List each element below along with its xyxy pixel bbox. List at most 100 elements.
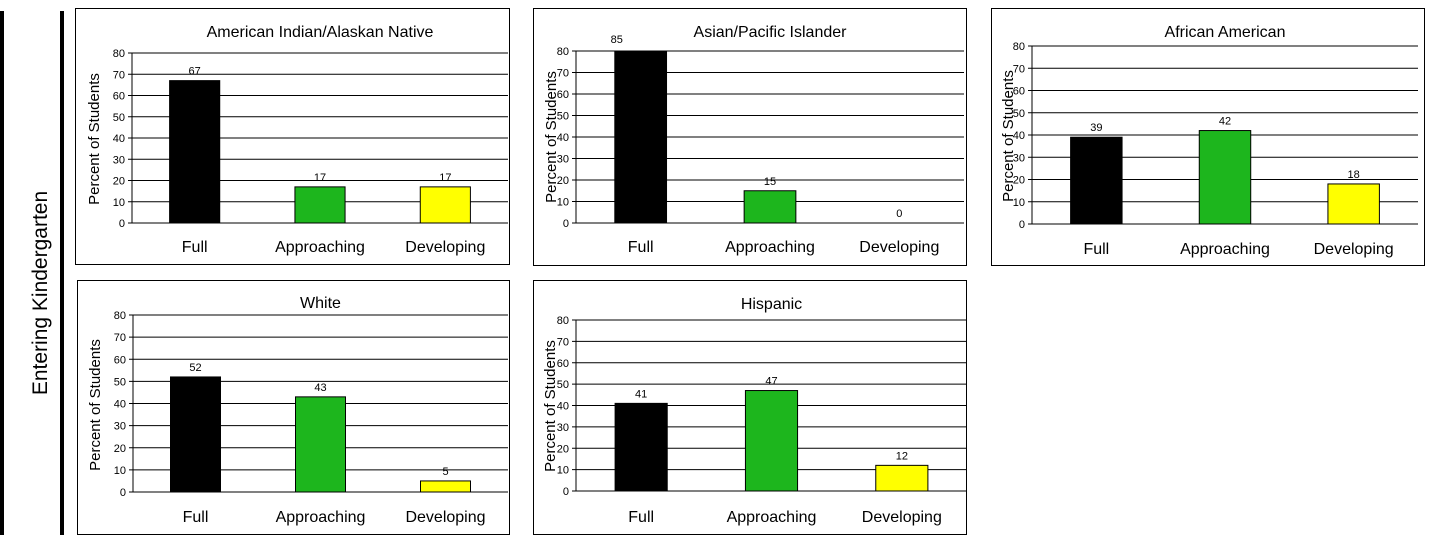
- y-tick-label: 50: [113, 112, 125, 124]
- y-axis-label: Percent of Students: [87, 339, 104, 471]
- y-tick-label: 0: [563, 486, 569, 498]
- category-label: Full: [628, 239, 654, 256]
- category-label: Developing: [1314, 241, 1394, 258]
- bar-chart: Asian/Pacific Islander 0 10 20 30 40 50 60 70 80 P…: [543, 24, 964, 256]
- y-tick-label: 10: [1013, 197, 1025, 209]
- chart-title: American Indian/Alaskan Native: [207, 24, 434, 41]
- y-tick-label: 40: [557, 132, 569, 144]
- category-label: Developing: [405, 239, 485, 256]
- chart-title: Hispanic: [741, 296, 802, 313]
- bar-full: [169, 80, 221, 224]
- y-tick-label: 80: [557, 315, 569, 327]
- category-label: Developing: [862, 509, 942, 526]
- data-label: 5: [442, 466, 448, 478]
- bar-chart: African American 0 10 20 30 40 50 60 70 80 Percent…: [1000, 24, 1418, 258]
- bar-approaching: [744, 390, 799, 492]
- y-tick-label: 60: [557, 358, 569, 370]
- data-label: 0: [896, 208, 902, 220]
- y-tick-label: 40: [113, 133, 125, 145]
- category-label: Full: [183, 509, 209, 526]
- category-label: Full: [628, 509, 654, 526]
- y-tick-label: 40: [114, 399, 126, 411]
- category-label: Developing: [859, 239, 939, 256]
- category-label: Approaching: [725, 239, 815, 256]
- category-label: Full: [1083, 241, 1109, 258]
- y-tick-label: 70: [557, 336, 569, 348]
- y-tick-label: 30: [557, 422, 569, 434]
- y-tick-label: 70: [114, 332, 126, 344]
- bar-full: [170, 376, 221, 493]
- data-label: 15: [764, 176, 776, 188]
- y-tick-label: 30: [114, 421, 126, 433]
- bar-approaching: [294, 186, 346, 224]
- y-tick-label: 30: [1013, 152, 1025, 164]
- chart-panel-african-american: African American 0 10 20 30 40 50 60 70 80 Percent…: [991, 8, 1425, 266]
- y-tick-label: 20: [1013, 175, 1025, 187]
- chart-panel-hispanic: Hispanic 0 10 20 30 40 50 60 70 80 Percent of Stud…: [533, 280, 967, 535]
- side-label: Entering Kindergarten: [29, 190, 52, 396]
- y-tick-label: 0: [119, 218, 125, 230]
- side-label-frame: Entering Kindergarten: [0, 11, 64, 535]
- bar-developing: [420, 480, 471, 493]
- y-tick-label: 30: [557, 154, 569, 166]
- y-tick-label: 30: [113, 154, 125, 166]
- y-tick-label: 0: [563, 218, 569, 230]
- chart-title: White: [300, 295, 341, 312]
- y-tick-label: 80: [114, 310, 126, 322]
- bar-developing: [419, 186, 471, 224]
- chart-title: African American: [1165, 24, 1286, 41]
- y-tick-label: 80: [557, 46, 569, 58]
- y-tick-label: 50: [114, 376, 126, 388]
- chart-panel-white: White 0 10 20 30 40 50 60 70 80 Percent of Student…: [77, 280, 510, 535]
- y-tick-label: 60: [557, 89, 569, 101]
- y-tick-label: 0: [1019, 219, 1025, 231]
- data-label: 41: [635, 388, 647, 400]
- y-tick-label: 70: [1013, 63, 1025, 75]
- y-tick-label: 0: [120, 487, 126, 499]
- y-tick-label: 10: [113, 197, 125, 209]
- bar-full: [1070, 136, 1123, 225]
- y-tick-label: 70: [113, 69, 125, 81]
- bar-approaching: [1198, 130, 1252, 225]
- y-axis-label: Percent of Students: [1000, 70, 1017, 202]
- data-label: 47: [765, 376, 777, 388]
- y-tick-label: 20: [113, 176, 125, 188]
- bar-approaching: [295, 396, 346, 493]
- y-tick-label: 10: [557, 197, 569, 209]
- bar-approaching: [743, 190, 797, 224]
- data-label: 17: [314, 172, 326, 184]
- data-label: 43: [314, 382, 326, 394]
- y-tick-label: 10: [114, 465, 126, 477]
- y-tick-label: 10: [557, 465, 569, 477]
- bar-chart: White 0 10 20 30 40 50 60 70 80 Percent of Student…: [87, 295, 508, 526]
- bar-full: [614, 50, 668, 224]
- y-tick-label: 50: [557, 379, 569, 391]
- y-tick-label: 60: [114, 354, 126, 366]
- data-label: 17: [439, 172, 451, 184]
- y-axis-label: Percent of Students: [86, 73, 103, 205]
- category-label: Approaching: [276, 509, 366, 526]
- category-label: Approaching: [1180, 241, 1270, 258]
- y-tick-label: 20: [114, 443, 126, 455]
- bar-chart: American Indian/Alaskan Native 0 10 20 30 40 5…: [86, 24, 508, 256]
- chart-panel-american-indian: American Indian/Alaskan Native 0 10 20 30 40 5…: [75, 8, 510, 265]
- y-tick-label: 60: [113, 91, 125, 103]
- bar-developing: [1327, 183, 1380, 225]
- bar-chart: Hispanic 0 10 20 30 40 50 60 70 80 Percent of Stud…: [542, 296, 966, 526]
- chart-panel-asian-pacific: Asian/Pacific Islander 0 10 20 30 40 50 60 70 80 P…: [533, 8, 967, 266]
- y-tick-label: 60: [1013, 86, 1025, 98]
- data-label: 39: [1090, 122, 1102, 134]
- data-label: 52: [189, 362, 201, 374]
- category-label: Approaching: [727, 509, 817, 526]
- data-label: 85: [611, 34, 623, 46]
- chart-title: Asian/Pacific Islander: [694, 24, 848, 41]
- y-axis-label: Percent of Students: [542, 340, 559, 472]
- bar-developing: [875, 464, 929, 492]
- category-label: Developing: [405, 509, 485, 526]
- y-tick-label: 50: [557, 111, 569, 123]
- y-tick-label: 40: [1013, 130, 1025, 142]
- bar-full: [614, 402, 668, 492]
- data-label: 18: [1348, 169, 1360, 181]
- data-label: 42: [1219, 116, 1231, 128]
- data-label: 12: [896, 450, 908, 462]
